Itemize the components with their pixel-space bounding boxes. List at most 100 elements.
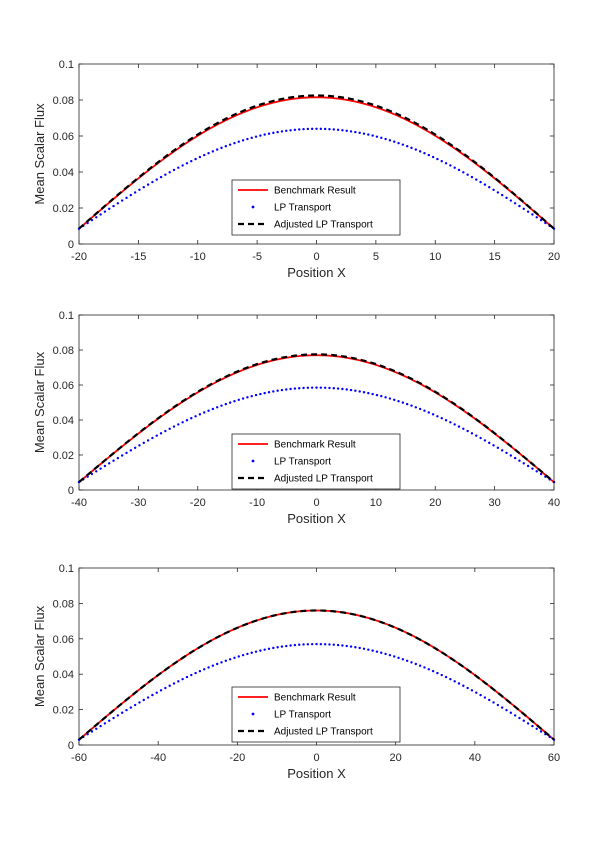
lp-transport-point xyxy=(116,202,120,205)
lp-transport-point xyxy=(380,394,383,398)
lp-transport-point xyxy=(207,152,210,155)
y-tick-label: 0.1 xyxy=(59,310,74,322)
lp-transport-point xyxy=(228,143,232,146)
legend-label: Benchmark Result xyxy=(274,186,356,197)
lp-transport-point xyxy=(315,642,318,646)
lp-transport-point xyxy=(203,411,206,414)
lp-transport-point xyxy=(142,186,145,189)
lp-transport-point xyxy=(405,659,409,662)
lp-transport-point xyxy=(177,166,180,169)
lp-transport-point xyxy=(323,127,327,131)
y-tick-label: 0 xyxy=(68,239,74,251)
lp-transport-point xyxy=(289,644,292,647)
lp-transport-point xyxy=(108,462,111,465)
lp-transport-point xyxy=(444,675,448,679)
legend-label: LP Transport xyxy=(274,203,331,214)
lp-transport-point xyxy=(345,644,348,648)
y-tick-label: 0.1 xyxy=(59,563,74,575)
y-tick-label: 0.08 xyxy=(53,598,74,610)
lp-transport-point xyxy=(457,682,461,685)
lp-transport-point xyxy=(267,647,271,650)
lp-transport-point xyxy=(483,183,487,186)
lp-transport-point xyxy=(289,129,292,132)
y-tick-label: 0.04 xyxy=(53,167,74,179)
lp-transport-point xyxy=(539,472,543,476)
legend-swatch-lp-transport xyxy=(251,712,255,716)
lp-transport-point xyxy=(293,387,297,390)
lp-transport-point xyxy=(224,402,228,406)
lp-transport-point xyxy=(354,130,357,134)
lp-transport-point xyxy=(500,193,504,197)
lp-transport-point xyxy=(457,168,461,172)
lp-transport-point xyxy=(410,661,413,664)
lp-transport-point xyxy=(535,727,538,730)
lp-transport-point xyxy=(453,680,456,683)
lp-transport-point xyxy=(280,388,284,392)
lp-transport-point xyxy=(345,129,348,132)
lp-transport-point xyxy=(384,652,387,656)
x-tick-label: 40 xyxy=(548,497,560,509)
lp-transport-point xyxy=(436,671,439,675)
lp-transport-point xyxy=(155,178,158,181)
lp-transport-point xyxy=(194,415,197,418)
x-tick-label: 60 xyxy=(548,752,560,764)
x-tick-label: 20 xyxy=(390,752,402,764)
lp-transport-point xyxy=(108,719,111,722)
lp-transport-point xyxy=(267,391,271,394)
lp-transport-point xyxy=(272,131,275,135)
chart-panel-3: -60 -40 -20 0 20 40 60 0 0.02 0.04 0.06 0.08 0.1 Posi… xyxy=(32,563,560,781)
lp-transport-point xyxy=(263,133,266,136)
chart-panel-2: -40 -30 -20 -10 0 10 20 30 40 0 0.02 0.04 0.06 0.08 0.… xyxy=(32,310,560,526)
y-axis-title: Mean Scalar Flux xyxy=(32,103,47,205)
lp-transport-point xyxy=(116,456,120,460)
lp-transport-point xyxy=(367,133,370,136)
lp-transport-point xyxy=(414,148,418,151)
lp-transport-point xyxy=(449,164,452,167)
lp-transport-point xyxy=(99,467,102,470)
x-tick-label: 20 xyxy=(429,497,441,509)
lp-transport-point xyxy=(323,386,327,389)
lp-transport-point xyxy=(401,658,405,661)
lp-transport-point xyxy=(323,643,327,646)
lp-transport-point xyxy=(246,652,249,656)
lp-transport-point xyxy=(103,722,107,725)
lp-transport-point xyxy=(462,427,465,430)
lp-transport-point xyxy=(431,669,435,673)
lp-transport-point xyxy=(112,204,115,208)
lp-transport-point xyxy=(488,186,491,189)
lp-transport-point xyxy=(505,196,508,200)
lp-transport-point xyxy=(250,136,253,140)
lp-transport-point xyxy=(125,451,128,455)
lp-transport-point xyxy=(172,425,176,428)
lp-transport-point xyxy=(129,706,133,709)
lp-transport-point xyxy=(362,391,366,394)
lp-transport-point xyxy=(431,155,435,159)
y-tick-label: 0 xyxy=(68,485,74,497)
lp-transport-point xyxy=(116,714,120,717)
lp-transport-point xyxy=(133,446,137,450)
lp-transport-point xyxy=(103,210,107,213)
lp-transport-point xyxy=(259,134,262,137)
lp-transport-point xyxy=(306,643,310,646)
lp-transport-point xyxy=(95,470,98,473)
lp-transport-point xyxy=(496,191,500,194)
y-tick-label: 0.06 xyxy=(53,634,74,646)
lp-transport-point xyxy=(164,173,167,176)
lp-transport-point xyxy=(513,456,517,460)
lp-transport-point xyxy=(328,386,331,390)
lp-transport-point xyxy=(224,145,228,148)
lp-transport-point xyxy=(133,703,137,707)
lp-transport-point xyxy=(228,658,232,661)
x-tick-label: -10 xyxy=(190,251,206,263)
legend-label: LP Transport xyxy=(274,457,331,468)
lp-transport-point xyxy=(315,127,318,130)
legend-label: Benchmark Result xyxy=(274,693,356,704)
x-tick-label: -15 xyxy=(130,251,146,263)
lp-transport-point xyxy=(513,202,517,205)
lp-transport-point xyxy=(393,398,396,402)
lp-transport-point xyxy=(492,444,495,447)
y-tick-label: 0.08 xyxy=(53,95,74,107)
lp-transport-point xyxy=(302,643,305,646)
lp-transport-point xyxy=(246,396,249,399)
lp-transport-point xyxy=(336,128,340,132)
